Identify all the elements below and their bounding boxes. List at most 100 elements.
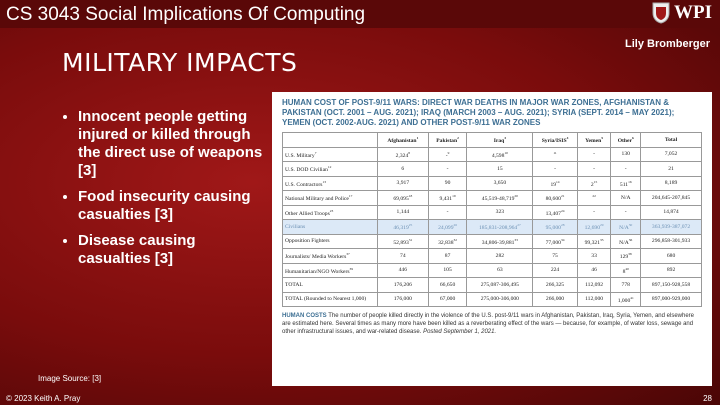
- table-cell: N/A: [610, 190, 642, 206]
- course-title: CS 3043 Social Implications Of Computing: [6, 4, 366, 25]
- row-label: Journalists/ Media Workers37: [282, 248, 378, 264]
- footnote-ref: 22: [592, 194, 596, 199]
- cell-value: -: [554, 165, 556, 172]
- cell-value: 19: [550, 181, 557, 188]
- table-cell: -: [576, 204, 612, 220]
- cell-value: N/A: [620, 194, 631, 201]
- row-label: Civilians: [282, 219, 378, 235]
- caption: HUMAN COSTS The number of people killed …: [282, 312, 702, 336]
- table-cell: 275,000-306,000: [466, 291, 534, 307]
- row-label-text: TOTAL (Rounded to Nearest 1,000): [285, 296, 367, 303]
- column-header: Syria/ISIS4: [532, 132, 578, 148]
- row-label-text: Journalists/ Media Workers: [285, 254, 347, 261]
- column-header: Afghanistan1: [377, 132, 429, 148]
- row-label-text: U.S. Contractors: [285, 181, 323, 188]
- footnote-ref: 21: [560, 194, 565, 199]
- row-label-text: Opposition Fighters: [285, 238, 330, 245]
- footnote-ref: 35: [600, 237, 604, 242]
- footnote-ref: 29: [600, 223, 604, 228]
- figure: HUMAN COST OF POST-9/11 WARS: DIRECT WAR…: [272, 92, 712, 386]
- table-cell: N/A36: [610, 233, 642, 249]
- cell-value: 363,939-387,072: [651, 223, 691, 230]
- table-cell: 99,32135: [576, 233, 612, 249]
- footnote-ref: 20: [514, 194, 518, 199]
- bullet: Innocent people getting injured or kille…: [78, 108, 268, 180]
- table-cell: 363,939-387,072: [640, 219, 702, 235]
- column-header: Other6: [610, 132, 642, 148]
- footnote-ref: 15: [593, 179, 598, 184]
- footnote-ref: 10: [504, 150, 508, 155]
- footnote-ref: 3: [504, 136, 507, 141]
- table-cell: 2,3248: [377, 146, 429, 162]
- column-label: Yemen: [585, 138, 602, 145]
- table-cell: 1,144: [377, 204, 429, 220]
- footnote-ref: 36: [628, 237, 633, 242]
- cell-value: 224: [550, 267, 560, 274]
- table-cell: -: [532, 161, 578, 177]
- footnote-ref: 26: [453, 223, 458, 228]
- table-cell: -: [427, 161, 468, 177]
- cell-value: 1,144: [396, 209, 410, 216]
- cell-value: -: [593, 151, 596, 158]
- table-cell: 75: [532, 248, 578, 264]
- footnote-ref: 4: [566, 136, 569, 141]
- slide-heading: MILITARY IMPACTS: [62, 48, 298, 77]
- cell-value: 46: [591, 267, 597, 274]
- table-cell: 51116: [610, 175, 642, 191]
- footnote-ref: 33: [514, 237, 518, 242]
- cell-value: 9,431: [439, 196, 453, 203]
- cell-value: 8,189: [664, 180, 678, 187]
- row-label: TOTAL (Rounded to Nearest 1,000): [282, 291, 378, 307]
- footnote-ref: 7: [314, 150, 317, 155]
- cell-value: -: [593, 165, 596, 172]
- table-cell: 66,650: [427, 277, 468, 293]
- copyright: © 2023 Keith A. Pray: [6, 394, 81, 403]
- table-cell: 74: [377, 248, 429, 264]
- footnote-ref: 39: [349, 266, 354, 271]
- column-header: [282, 132, 378, 148]
- bullet-list: Innocent people getting injured or kille…: [58, 108, 268, 276]
- table-cell: 4,59810: [466, 146, 534, 162]
- cell-value: 897,150-928,558: [651, 281, 691, 288]
- cell-value: 6: [401, 165, 405, 172]
- row-label-text: U.S. Military: [285, 152, 315, 159]
- cell-value: 275,087-306,495: [480, 281, 519, 288]
- column-label: Other: [617, 138, 632, 145]
- table-cell: 46: [576, 262, 612, 278]
- row-label-text: U.S. DOD Civilian: [285, 167, 328, 174]
- cell-value: 74: [400, 252, 406, 259]
- footnote-ref: 32: [453, 237, 458, 242]
- table-row: Humanitarian/NGO Workers39 446 105 63 224 46 8…: [282, 262, 702, 278]
- table-row: Journalists/ Media Workers37 74 87 282 75 33 1…: [282, 248, 702, 264]
- column-label: Total: [664, 136, 678, 143]
- cell-value: 1,000: [617, 297, 631, 304]
- cell-value: 129: [619, 254, 629, 261]
- cell-value: -: [445, 152, 448, 159]
- cell-value: 13,407: [545, 210, 561, 217]
- cell-value: 46,319: [393, 225, 409, 232]
- row-label: Opposition Fighters: [282, 233, 378, 249]
- cell-value: 266,325: [545, 281, 565, 288]
- cell-value: -: [446, 209, 449, 216]
- cell-value: -: [593, 209, 596, 216]
- table-cell: 13,40724: [532, 204, 578, 220]
- row-label: TOTAL: [282, 277, 378, 293]
- cell-value: 34,806-39,881: [481, 239, 515, 246]
- cell-value: 63: [497, 267, 503, 274]
- footnote-ref: 30: [628, 223, 633, 228]
- table-cell: 105: [427, 262, 468, 278]
- row-label: U.S. Contractors13: [282, 175, 378, 191]
- column-header: Yemen5: [576, 132, 612, 148]
- cell-value: 77,000: [545, 239, 561, 246]
- cell-value: 511: [619, 181, 629, 188]
- footnote-ref: 31: [408, 237, 413, 242]
- cell-value: 90: [444, 180, 451, 187]
- caption-text: The number of people killed directly in …: [282, 313, 694, 335]
- table-cell: 185,831-208,96427: [466, 219, 534, 235]
- footnote-ref: 18: [408, 194, 413, 199]
- table-cell: 446: [377, 262, 429, 278]
- cell-value: 95,000: [545, 225, 561, 232]
- table-cell: 63: [466, 262, 534, 278]
- table-cell: 12,69029: [576, 219, 612, 235]
- table-cell: 282: [466, 248, 534, 264]
